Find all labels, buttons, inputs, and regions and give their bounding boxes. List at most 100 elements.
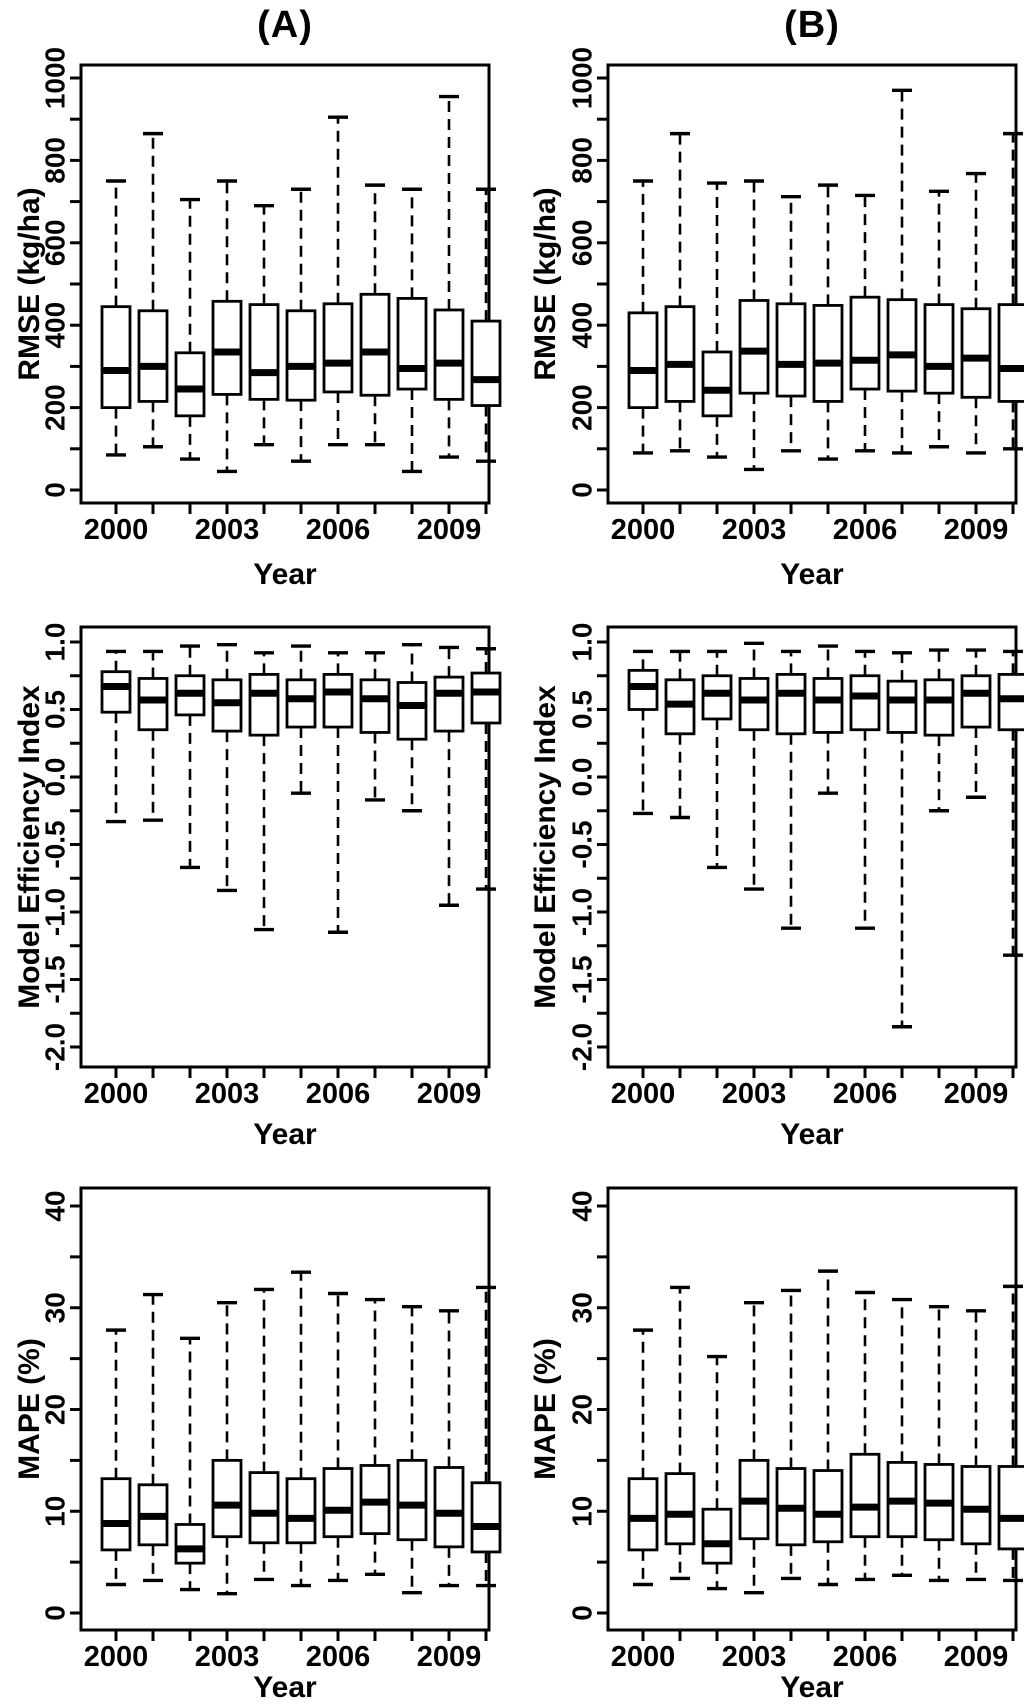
svg-text:0: 0 xyxy=(40,1605,71,1621)
panel-b-mape: 0 10 20 30 40 2000 2003 2006 2009 xyxy=(567,1186,1024,1673)
svg-text:40: 40 xyxy=(567,1190,598,1221)
box-b-mape-2004 xyxy=(775,1288,807,1581)
panel-b-model-efficiency-index: 1.0 0.5 0.0 -0.5 -1.0 -1.5 -2.0 2000 2003 2006 200… xyxy=(567,623,1024,1110)
svg-text:2006: 2006 xyxy=(833,514,898,546)
box-a-mape-2003 xyxy=(211,1300,243,1596)
svg-text:600: 600 xyxy=(567,219,598,266)
svg-text:1.0: 1.0 xyxy=(567,623,598,662)
box-a-model-efficiency-index-2007 xyxy=(359,651,391,802)
box-b-rmse-2003 xyxy=(738,179,770,472)
box-b-model-efficiency-index-2005 xyxy=(812,644,844,795)
box-a-rmse-2008 xyxy=(396,187,428,474)
box-b-rmse-2006 xyxy=(849,193,881,453)
x-axis-title-mape-b: Year xyxy=(780,1671,844,1704)
svg-text:2003: 2003 xyxy=(195,1078,260,1110)
box-a-model-efficiency-index-2008 xyxy=(396,643,428,813)
box-a-model-efficiency-index-2004 xyxy=(248,651,280,932)
svg-text:2009: 2009 xyxy=(417,514,482,546)
svg-text:200: 200 xyxy=(40,384,71,431)
svg-text:800: 800 xyxy=(567,137,598,184)
svg-text:400: 400 xyxy=(40,302,71,349)
box-b-model-efficiency-index-2007 xyxy=(886,651,918,1029)
svg-text:200: 200 xyxy=(567,384,598,431)
box-b-model-efficiency-index-2000 xyxy=(627,649,659,816)
box-b-rmse-2010 xyxy=(997,131,1024,451)
y-axis-title-rmse-b: RMSE (kg/ha) xyxy=(529,187,562,381)
svg-text:-1.5: -1.5 xyxy=(567,955,598,1003)
y-axis-title-mei-a: Model Efficiency Index xyxy=(13,685,46,1009)
box-a-model-efficiency-index-2010 xyxy=(470,647,502,891)
svg-text:-1.0: -1.0 xyxy=(40,888,71,936)
svg-text:-1.0: -1.0 xyxy=(567,888,598,936)
box-a-mape-2000 xyxy=(100,1328,132,1587)
box-a-rmse-2003 xyxy=(211,179,243,474)
svg-text:40: 40 xyxy=(40,1190,71,1221)
panel-title-a: (A) xyxy=(257,4,313,46)
svg-text:0.5: 0.5 xyxy=(40,690,71,729)
svg-text:20: 20 xyxy=(40,1394,71,1425)
box-a-mape-2007 xyxy=(359,1297,391,1577)
svg-text:2000: 2000 xyxy=(611,1641,676,1673)
svg-text:20: 20 xyxy=(567,1394,598,1425)
box-b-model-efficiency-index-2010 xyxy=(997,649,1024,957)
box-b-mape-2005 xyxy=(812,1269,844,1587)
box-b-mape-2001 xyxy=(664,1285,696,1581)
panel-a-rmse: 0 200 400 600 800 1000 2000 2003 2006 2009 xyxy=(40,47,502,546)
svg-text:2009: 2009 xyxy=(944,1641,1009,1673)
svg-text:2009: 2009 xyxy=(417,1078,482,1110)
svg-text:-2.0: -2.0 xyxy=(567,1023,598,1071)
svg-text:0: 0 xyxy=(40,482,71,498)
box-b-model-efficiency-index-2001 xyxy=(664,649,696,820)
box-b-rmse-2000 xyxy=(627,179,659,455)
svg-text:0: 0 xyxy=(567,482,598,498)
svg-text:2006: 2006 xyxy=(306,1641,371,1673)
box-a-model-efficiency-index-2000 xyxy=(100,649,132,824)
y-axis-title-rmse-a: RMSE (kg/ha) xyxy=(13,187,46,381)
svg-text:2000: 2000 xyxy=(84,514,149,546)
svg-text:2003: 2003 xyxy=(195,514,260,546)
box-a-model-efficiency-index-2006 xyxy=(322,651,354,934)
x-axis-title-mei-b: Year xyxy=(780,1118,844,1151)
y-axis-title-mei-b: Model Efficiency Index xyxy=(529,685,562,1009)
box-a-mape-2004 xyxy=(248,1287,280,1582)
box-b-model-efficiency-index-2004 xyxy=(775,649,807,930)
svg-text:2006: 2006 xyxy=(306,1078,371,1110)
svg-text:2000: 2000 xyxy=(84,1078,149,1110)
svg-text:-0.5: -0.5 xyxy=(567,820,598,868)
box-a-model-efficiency-index-2005 xyxy=(285,644,317,795)
box-b-model-efficiency-index-2008 xyxy=(923,648,955,813)
box-a-rmse-2005 xyxy=(285,187,317,463)
box-b-mape-2002 xyxy=(701,1354,733,1591)
box-a-rmse-2007 xyxy=(359,183,391,447)
box-a-mape-2002 xyxy=(174,1336,206,1592)
box-a-mape-2010 xyxy=(470,1285,502,1588)
svg-text:-2.0: -2.0 xyxy=(40,1023,71,1071)
box-b-model-efficiency-index-2003 xyxy=(738,641,770,891)
svg-text:1.0: 1.0 xyxy=(40,623,71,662)
box-a-model-efficiency-index-2002 xyxy=(174,644,206,870)
panel-a-model-efficiency-index: 1.0 0.5 0.0 -0.5 -1.0 -1.5 -2.0 2000 2003 2006 200… xyxy=(40,623,502,1110)
box-b-mape-2010 xyxy=(997,1284,1024,1583)
svg-text:10: 10 xyxy=(40,1496,71,1527)
x-axis-title-mape-a: Year xyxy=(253,1671,317,1704)
svg-text:1000: 1000 xyxy=(40,47,71,109)
box-b-mape-2003 xyxy=(738,1300,770,1595)
svg-text:2000: 2000 xyxy=(611,514,676,546)
svg-text:400: 400 xyxy=(567,302,598,349)
box-a-rmse-2006 xyxy=(322,115,354,447)
box-a-rmse-2001 xyxy=(137,131,169,449)
svg-text:2009: 2009 xyxy=(944,1078,1009,1110)
box-b-mape-2007 xyxy=(886,1297,918,1578)
svg-text:2003: 2003 xyxy=(722,1641,787,1673)
svg-text:2003: 2003 xyxy=(195,1641,260,1673)
box-b-rmse-2005 xyxy=(812,183,844,461)
box-b-rmse-2001 xyxy=(664,131,696,453)
box-a-rmse-2002 xyxy=(174,197,206,461)
box-a-rmse-2000 xyxy=(100,179,132,457)
box-b-rmse-2007 xyxy=(886,88,918,455)
box-b-rmse-2002 xyxy=(701,181,733,459)
svg-text:-0.5: -0.5 xyxy=(40,820,71,868)
box-a-mape-2005 xyxy=(285,1270,317,1588)
